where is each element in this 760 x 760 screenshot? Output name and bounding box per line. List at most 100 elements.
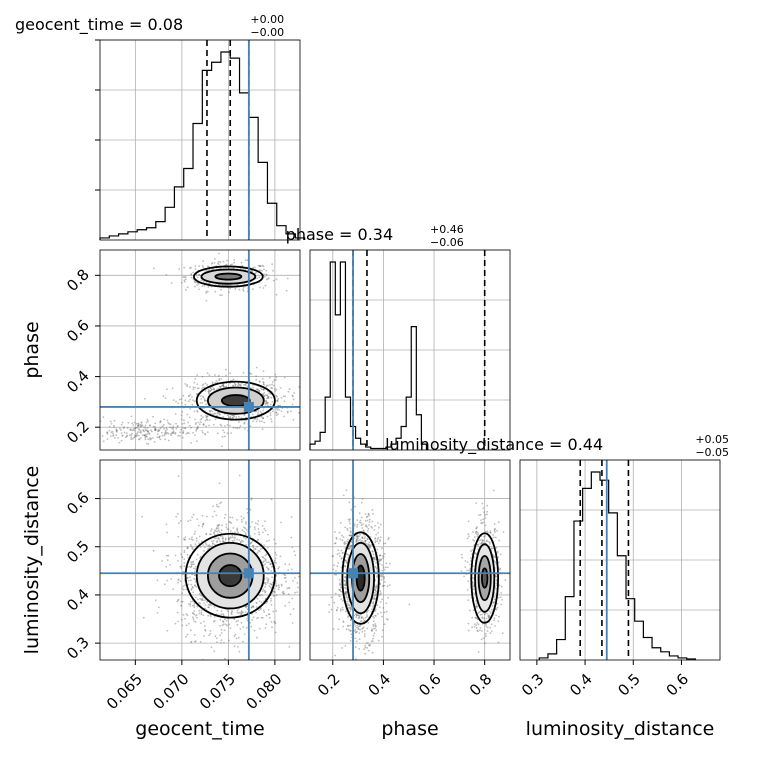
sample-point [275,388,278,391]
sample-point [236,623,239,626]
sample-point [291,546,294,549]
sample-point [371,550,374,552]
sample-point [381,598,383,601]
sample-point [350,546,353,548]
sample-point [359,620,362,623]
sample-point [201,384,204,387]
sample-point [185,288,187,291]
sample-point [277,404,279,407]
sample-point [209,387,212,390]
sample-point [233,539,236,541]
sample-point [266,402,269,404]
sample-point [272,269,274,272]
sample-point [139,424,142,426]
sample-point [223,540,226,543]
sample-point [388,584,391,586]
sample-point [347,518,350,521]
sample-point [357,628,360,630]
sample-point [344,547,347,549]
sample-point [242,611,244,614]
sample-point [234,531,236,534]
sample-point [257,388,259,391]
sample-point [210,540,213,543]
sample-point [267,561,270,564]
sample-point [179,580,182,582]
sample-point [364,525,367,528]
sample-point [279,555,282,558]
sample-point [204,625,206,628]
sample-point [146,427,149,429]
sample-point [482,637,485,639]
sample-point [216,609,219,612]
sample-point [372,620,375,623]
sample-point [366,526,368,528]
sample-point [489,541,491,544]
sample-point [194,268,197,270]
sample-point [190,565,193,568]
sample-point [166,431,169,434]
sample-point [270,420,273,423]
sample-point [141,515,144,518]
sample-point [475,600,477,603]
sample-point [273,388,276,390]
sample-point [193,381,196,384]
sample-point [115,428,118,430]
sample-point [277,567,279,570]
sample-point [233,382,236,385]
sample-point [485,540,488,543]
sample-point [196,276,199,279]
sample-point [297,586,299,589]
sample-point [378,559,381,562]
sample-point [165,432,168,435]
sample-point [270,597,272,600]
sample-point [202,416,204,418]
sample-point [369,643,371,646]
sample-point [187,395,190,398]
sample-point [154,425,156,428]
sample-point [166,531,169,534]
sample-point [237,619,240,622]
sample-point [284,574,286,577]
sample-point [269,412,272,414]
sample-point [226,620,228,622]
sample-point [262,383,265,385]
sample-point [217,374,220,377]
sample-point [271,387,274,390]
sample-point [262,388,265,391]
sample-point [493,601,495,603]
sample-point [267,568,270,570]
sample-point [214,529,216,532]
sample-point [294,554,297,557]
sample-point [285,289,288,292]
sample-point [131,429,134,431]
sample-point [186,431,189,434]
sample-point [345,591,348,594]
sample-point [258,420,261,423]
sample-point [222,540,225,543]
sample-point [488,616,490,619]
sample-point [346,598,349,601]
sample-point [258,600,261,603]
sample-point [162,395,165,397]
sample-point [142,429,145,431]
sample-point [181,587,184,590]
sample-point [356,533,358,536]
sample-point [372,605,374,608]
sample-point [197,282,200,285]
sample-point [481,542,483,544]
sample-point [252,606,255,609]
sample-point [381,547,383,550]
sample-point [258,531,260,534]
sample-point [220,378,223,380]
sample-point [224,537,227,540]
sample-point [277,584,280,587]
sample-point [234,288,237,290]
sample-point [373,617,375,619]
sample-point [269,393,272,395]
sample-point [202,266,205,269]
sample-point [137,434,140,437]
sample-point [364,652,367,655]
sample-point [182,614,185,616]
sample-point [372,602,374,604]
sample-point [374,614,377,617]
